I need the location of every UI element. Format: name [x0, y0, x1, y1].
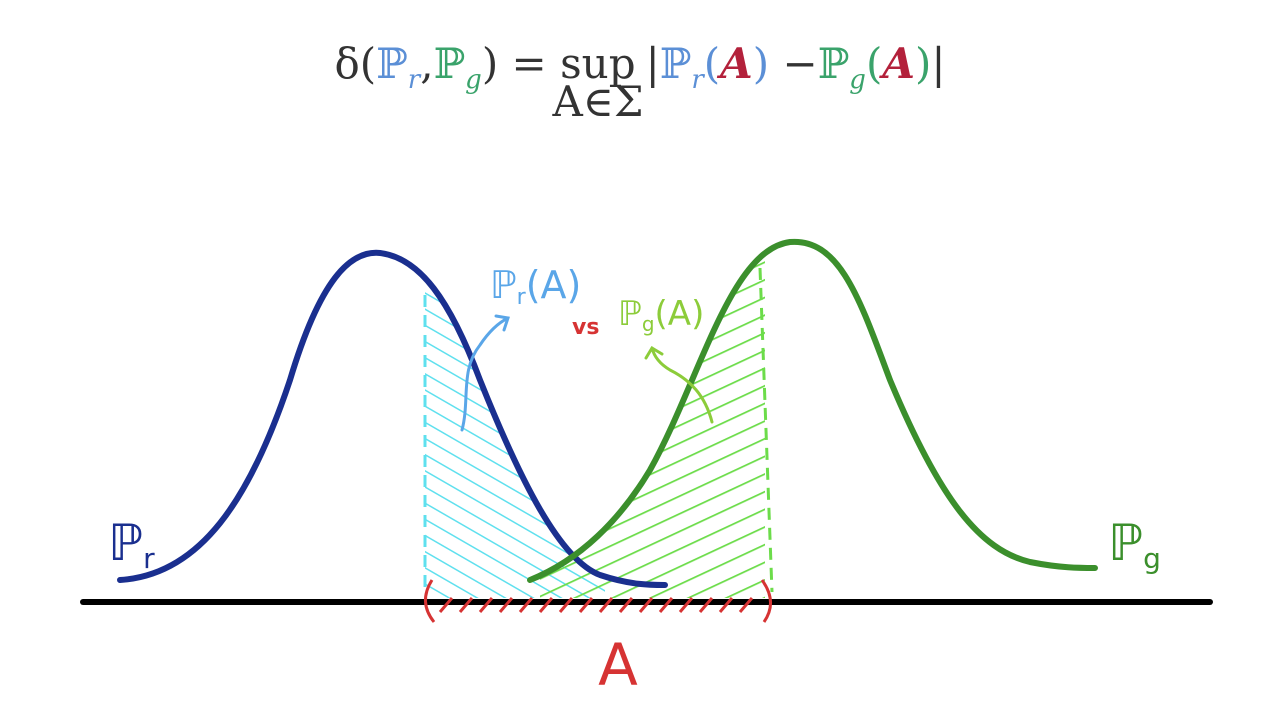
formula-part: ℙ — [818, 39, 850, 88]
formula-part: ( — [704, 39, 720, 88]
formula-part: r — [691, 65, 705, 95]
label-sub: r — [143, 542, 155, 575]
formula-part: δ( — [335, 39, 377, 88]
formula-part: ( — [866, 39, 882, 88]
formula-part: ℙ — [660, 39, 692, 88]
formula: δ(ℙr,ℙg) = sup |ℙr(A) −ℙg(A)| — [335, 39, 946, 95]
arrow — [644, 345, 714, 424]
generated-set-label: ℙg(A) — [618, 294, 704, 336]
set-bracket — [424, 579, 772, 623]
vs-label: vs — [572, 315, 599, 340]
real-curve — [117, 249, 668, 588]
formula-part: − — [769, 39, 818, 88]
bracket-right — [760, 579, 772, 623]
formula-part: | — [646, 39, 660, 88]
label-symbol: ℙ — [490, 263, 517, 307]
formula-part: ) — [753, 39, 769, 88]
arrow — [460, 314, 510, 432]
formula-part: g — [465, 65, 482, 95]
formula-part: A — [716, 39, 753, 88]
real-set-label: ℙr(A) — [490, 263, 581, 310]
formula-part: , — [420, 39, 433, 88]
formula-part: | — [931, 39, 945, 88]
label-arg: (A) — [526, 263, 582, 307]
formula-part: ℙ — [376, 39, 408, 88]
formula-part: r — [408, 65, 422, 95]
formula-subscript: A∈Σ — [551, 77, 643, 126]
label-symbol: ℙ — [108, 514, 143, 572]
real-label: ℙr — [108, 514, 155, 575]
formula-part: A — [878, 39, 915, 88]
label-symbol: ℙ — [618, 294, 642, 334]
bracket-hatch — [438, 597, 754, 613]
generated-label: ℙg — [1108, 514, 1161, 575]
label-arg: (A) — [655, 294, 705, 334]
set-label: A — [598, 631, 638, 699]
label-sub: r — [517, 285, 527, 310]
formula-part: ) = — [482, 39, 560, 88]
formula-part: ℙ — [434, 39, 466, 88]
label-symbol: ℙ — [1108, 514, 1143, 572]
generated-curve — [527, 238, 1098, 583]
label-sub: g — [1143, 542, 1161, 575]
formula-part: sup — [560, 39, 636, 88]
formula-part: g — [849, 65, 866, 95]
label-sub: g — [642, 312, 655, 336]
bracket-left — [424, 579, 436, 623]
formula-part: ) — [915, 39, 931, 88]
dashed-edge — [758, 267, 774, 593]
